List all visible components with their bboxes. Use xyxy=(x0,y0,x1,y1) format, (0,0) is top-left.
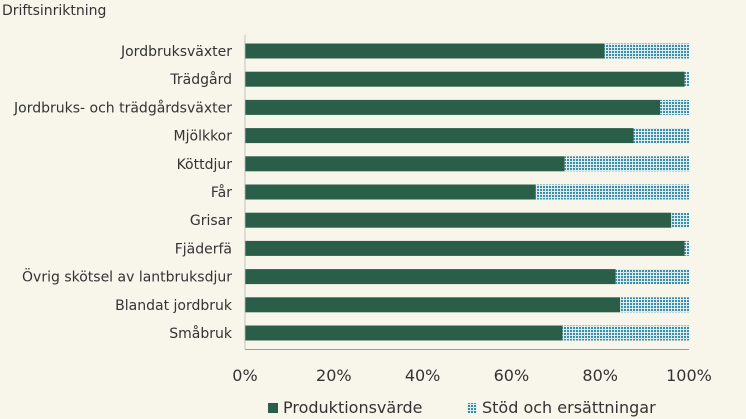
bar-stod-ersattningar xyxy=(684,71,689,87)
category-label: Småbruk xyxy=(169,325,233,342)
bar-produktionsvarde xyxy=(245,128,634,144)
category-label: Övrig skötsel av lantbruksdjur xyxy=(22,268,232,286)
bar-produktionsvarde xyxy=(245,156,565,172)
x-tick-label: 0% xyxy=(232,366,257,385)
plot-area: Jordbruksväxter Trädgård Jordbruks- och tr… xyxy=(13,34,712,385)
category-label: Jordbruksväxter xyxy=(120,44,232,60)
x-tick-label: 40% xyxy=(405,366,441,385)
y-axis-title: Driftsinriktning xyxy=(2,3,106,19)
category-label: Trädgård xyxy=(169,71,232,88)
legend: Produktionsvärde Stöd och ersättningar xyxy=(268,398,656,417)
category-label: Blandat jordbruk xyxy=(115,298,233,314)
category-label: Jordbruks- och trädgårdsväxter xyxy=(13,99,232,116)
bar-stod-ersattningar xyxy=(615,269,689,285)
bar-stod-ersattningar xyxy=(562,325,689,341)
category-label: Köttdjur xyxy=(177,157,233,173)
bar-stod-ersattningar xyxy=(660,99,689,115)
bar-stod-ersattningar xyxy=(604,43,689,59)
bar-produktionsvarde xyxy=(245,99,661,115)
bar-produktionsvarde xyxy=(245,240,685,256)
category-label: Får xyxy=(211,184,232,201)
category-label: Mjölkkor xyxy=(174,129,233,145)
legend-swatch-stod-ersattningar xyxy=(467,403,477,413)
x-tick-label: 100% xyxy=(666,366,712,385)
legend-label: Stöd och ersättningar xyxy=(482,398,656,417)
legend-label: Produktionsvärde xyxy=(283,398,423,417)
bar-stod-ersattningar xyxy=(620,297,689,313)
category-label: Grisar xyxy=(190,213,232,229)
bar-produktionsvarde xyxy=(245,212,672,228)
bar-stod-ersattningar xyxy=(684,240,689,256)
bar-produktionsvarde xyxy=(245,71,685,87)
bar-stod-ersattningar xyxy=(535,184,689,200)
bar-produktionsvarde xyxy=(245,325,563,341)
bar-stod-ersattningar xyxy=(633,128,689,144)
legend-swatch-produktionsvarde xyxy=(268,403,278,413)
x-tick-label: 20% xyxy=(316,366,352,385)
bar-produktionsvarde xyxy=(245,184,536,200)
bar-stod-ersattningar xyxy=(564,156,689,172)
bar-produktionsvarde xyxy=(245,297,621,313)
category-label: Fjäderfä xyxy=(175,241,232,257)
x-tick-label: 60% xyxy=(494,366,530,385)
bar-produktionsvarde xyxy=(245,43,605,59)
bar-produktionsvarde xyxy=(245,269,616,285)
bar-stod-ersattningar xyxy=(671,212,689,228)
x-tick-label: 80% xyxy=(582,366,618,385)
